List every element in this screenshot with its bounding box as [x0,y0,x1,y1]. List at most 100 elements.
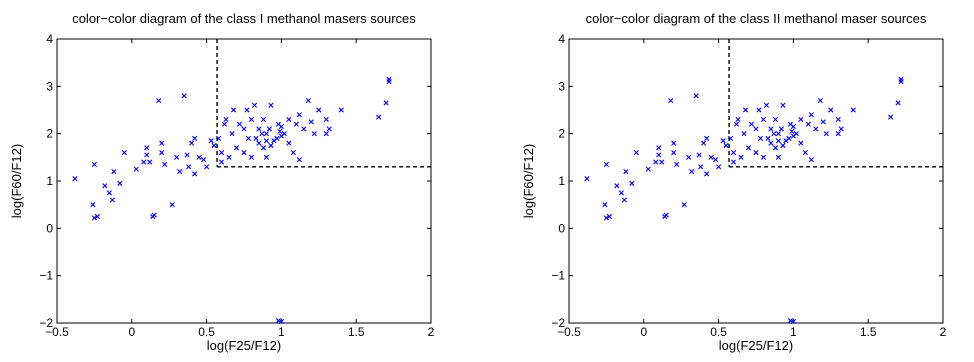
data-point [121,150,127,156]
data-point [159,140,165,146]
y-tick-label: 1 [558,174,565,188]
data-point [177,168,183,175]
data-point [263,131,270,137]
data-point [316,107,322,113]
data-point [656,145,662,151]
data-point [162,161,168,168]
data-point [760,154,767,160]
data-point [293,121,299,127]
data-point [151,212,157,218]
data-point [602,202,608,208]
data-point [248,154,255,160]
data-point [813,126,819,132]
x-tick-label: 0.5 [198,325,215,339]
data-point [808,112,814,118]
data-point [241,150,247,156]
data-point [72,176,78,182]
data-point [156,97,162,104]
data-point [820,119,826,125]
data-point [745,145,752,151]
x-tick-label: −0.5 [45,325,69,339]
data-point [748,121,755,127]
y-axis-label: log(F60/F12) [521,144,536,218]
data-point [186,164,192,170]
x-tick-label: 1.5 [860,325,877,339]
data-point [290,150,296,156]
data-point [753,150,759,156]
y-tick-label: 0 [558,221,565,235]
data-point [91,161,97,168]
data-point [111,168,117,175]
data-point [735,116,741,123]
data-point [645,166,651,172]
data-point [174,154,180,160]
data-point [663,212,669,218]
chart-title: color−color diagram of the class II meth… [586,11,927,26]
chart-title: color−color diagram of the class I metha… [72,11,416,26]
chart-1: color−color diagram of the class I metha… [9,11,435,353]
data-point [802,150,808,156]
data-point [109,197,115,203]
data-point [704,171,710,177]
y-tick-label: 2 [558,127,565,141]
data-point [793,131,799,137]
x-tick-label: 1 [790,325,797,339]
data-point [192,135,198,141]
data-point [720,138,726,144]
data-point [772,145,779,151]
data-point [181,93,187,99]
data-point [765,135,771,141]
data-point [204,164,210,170]
y-tick-label: 2 [46,127,53,141]
data-point [253,135,259,141]
data-points [584,76,904,325]
data-point [629,180,635,186]
data-point [159,150,165,156]
data-point [738,154,744,160]
data-point [730,159,737,165]
data-point [618,190,624,196]
x-tick-label: 0 [640,325,647,339]
data-point [888,114,894,120]
data-point [753,126,759,132]
data-point [274,135,280,141]
data-point [790,318,796,325]
data-point [256,140,262,146]
data-point [603,215,609,221]
data-point [189,140,195,146]
data-point [653,159,659,165]
x-tick-label: 0 [128,325,135,339]
data-point [778,126,785,132]
data-point [260,116,267,123]
data-point [256,126,262,132]
data-point [789,128,795,134]
data-point [895,100,901,106]
data-point [835,116,841,123]
data-point [326,126,332,132]
data-point [296,112,302,118]
data-point [221,121,228,127]
data-point [208,138,214,144]
data-point [659,159,665,165]
data-point [823,131,829,137]
data-point [281,131,287,137]
y-tick-label: −2 [551,316,565,330]
data-point [674,161,680,168]
data-point [805,121,811,127]
data-point [376,114,382,120]
y-tick-label: 1 [46,174,53,188]
y-tick-label: 4 [558,32,565,46]
data-point [218,150,225,156]
data-point [771,131,777,137]
data-point [223,116,229,123]
data-point [656,152,662,158]
data-point [772,116,779,123]
data-point [727,135,734,141]
data-point [211,142,217,149]
y-tick-label: −2 [39,316,53,330]
data-point [798,140,804,146]
data-point [716,164,722,170]
data-points [72,76,392,325]
data-point [760,116,767,123]
